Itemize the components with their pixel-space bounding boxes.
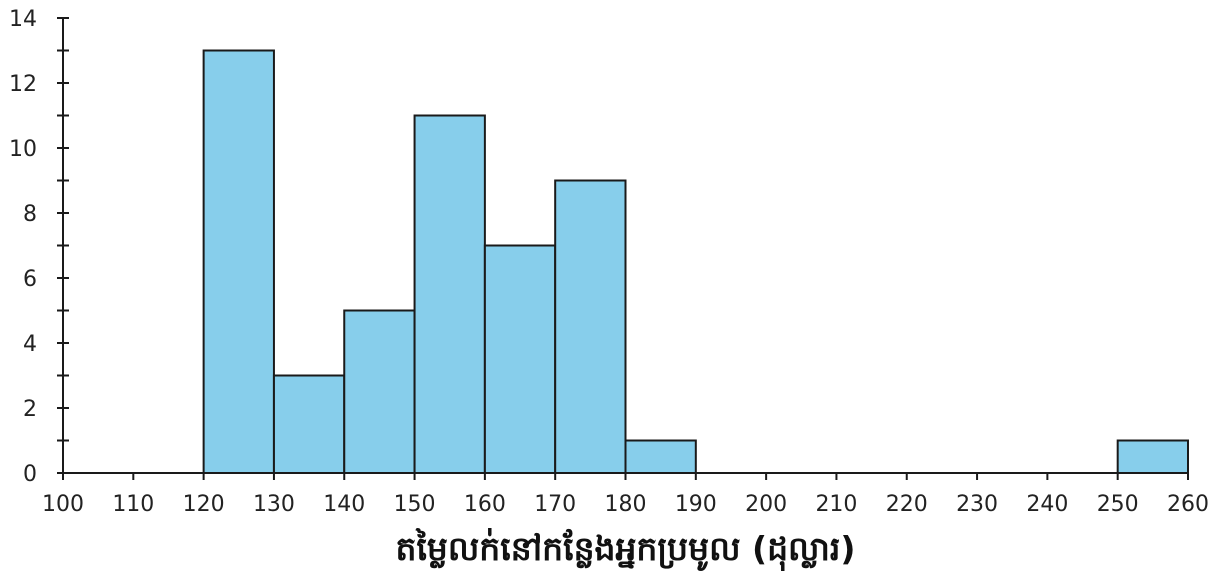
x-tick-label: 120 [183,492,225,517]
y-axis: 0 2 4 6 8 10 12 14 [9,7,69,487]
x-tick-label: 110 [112,492,154,517]
x-tick-label: 180 [605,492,647,517]
y-tick-label: 0 [23,462,37,487]
x-axis: 100 110 120 130 140 150 160 170 180 190 200 210 220 2… [42,472,1209,517]
x-tick-label: 190 [675,492,717,517]
y-tick-label: 2 [23,397,37,422]
histogram-bar [343,309,416,474]
histogram-bar [554,179,627,474]
histogram-bar [413,114,486,474]
x-tick-label: 130 [253,492,295,517]
x-tick-label: 240 [1026,492,1068,517]
x-tick-label: 160 [464,492,506,517]
x-tick-label: 260 [1167,492,1209,517]
y-tick-label: 10 [9,137,37,162]
histogram-bar [202,49,275,474]
x-axis-title: តម្លៃលក់នៅកន្លែងអ្នកប្រមូល (ដុល្លារ) [396,528,856,572]
y-tick-label: 14 [9,7,37,32]
x-tick-label: 140 [323,492,365,517]
histogram-bar [624,439,697,474]
histogram-bar [272,374,346,474]
histogram-bar [1116,439,1189,474]
y-tick-label: 12 [9,72,37,97]
y-tick-label: 8 [23,202,37,227]
x-tick-label: 210 [815,492,857,517]
x-tick-label: 220 [886,492,928,517]
x-tick-label: 230 [956,492,998,517]
x-tick-label: 100 [42,492,84,517]
y-tick-label: 4 [23,332,37,357]
histogram-bar [483,244,557,474]
x-tick-label: 150 [394,492,436,517]
y-tick-label: 6 [23,267,37,292]
x-tick-label: 200 [745,492,787,517]
bars [202,49,1189,474]
x-tick-label: 250 [1097,492,1139,517]
x-tick-label: 170 [534,492,576,517]
